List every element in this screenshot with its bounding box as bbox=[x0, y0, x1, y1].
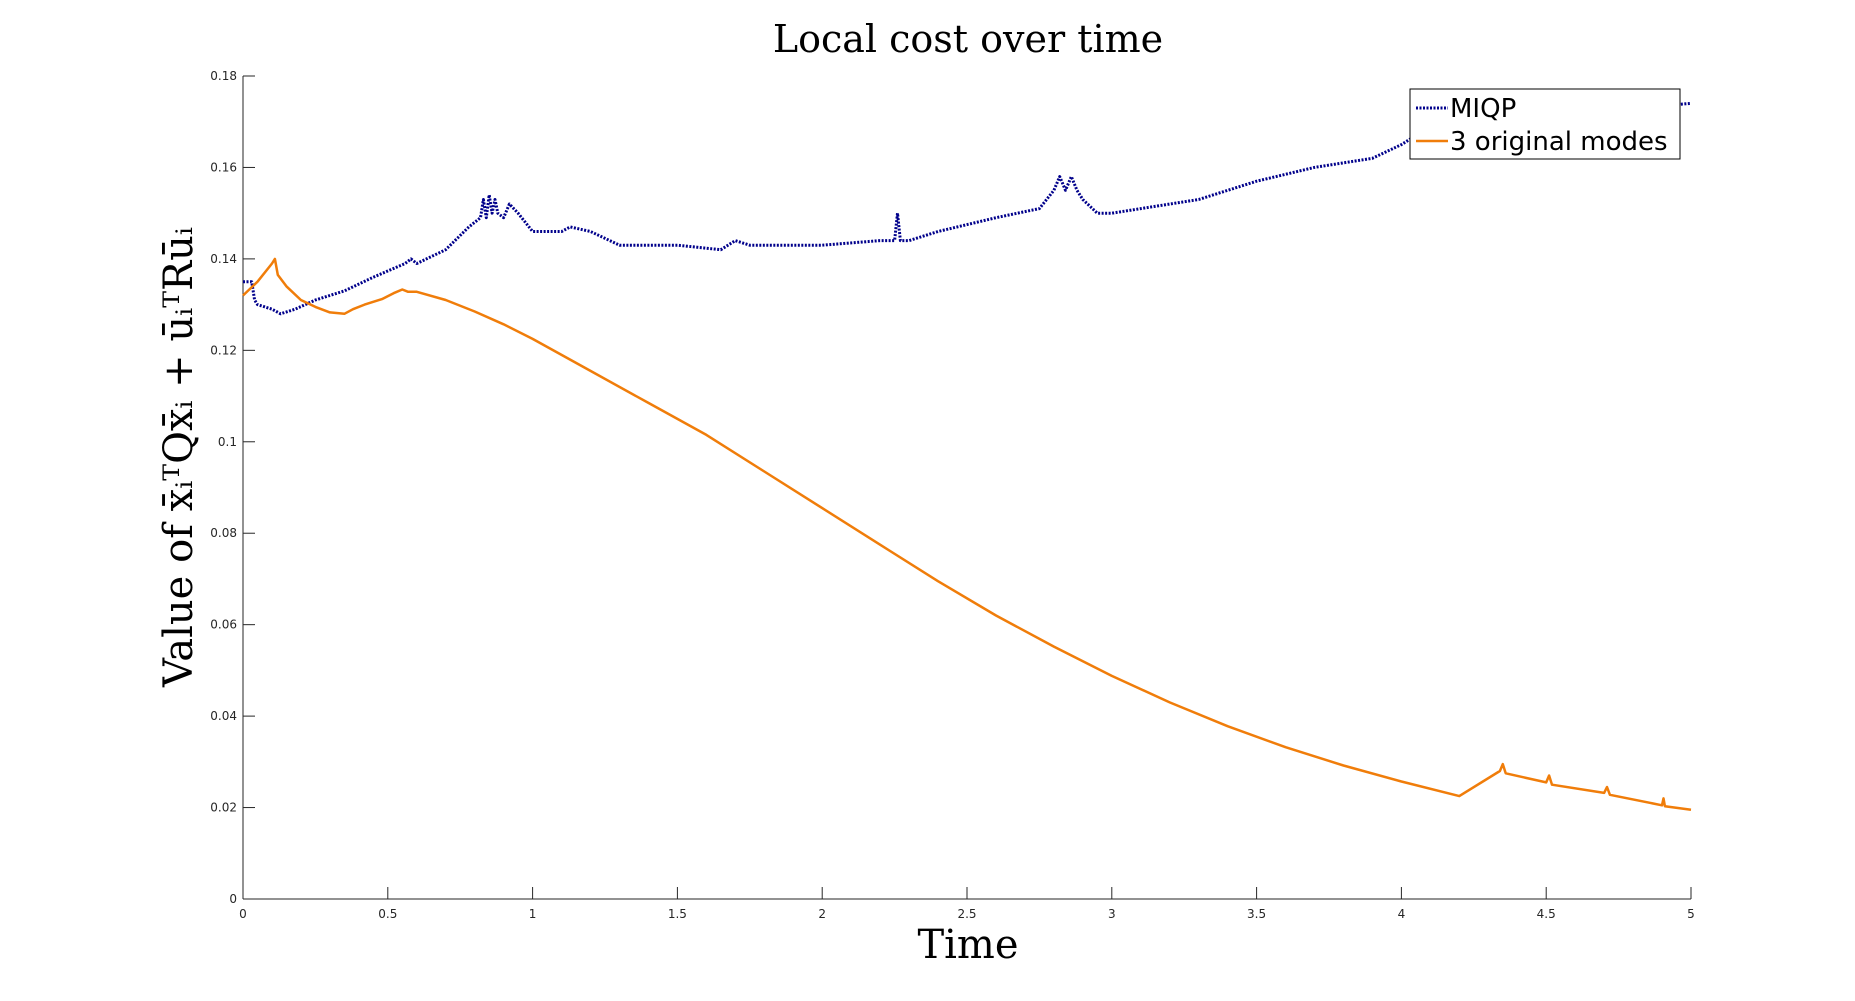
x-tick-label: 3.5 bbox=[1247, 907, 1266, 921]
legend-box bbox=[1409, 88, 1681, 160]
x-tick-label: 1.5 bbox=[668, 907, 687, 921]
legend-label-miqp: MIQP bbox=[1450, 94, 1516, 124]
series-line-miqp bbox=[243, 101, 1692, 316]
x-tick-label: 2.5 bbox=[957, 907, 976, 921]
y-tick-label: 0.18 bbox=[210, 69, 237, 83]
x-tick-label: 1 bbox=[529, 907, 537, 921]
x-tick-label: 3 bbox=[1108, 907, 1116, 921]
y-ticks: 0 0.02 0.04 0.06 0.08 0.1 0.12 0.14 0.16 0.18 bbox=[210, 69, 255, 906]
y-tick-label: 0 bbox=[229, 892, 237, 906]
series-line-original-modes bbox=[242, 257, 1692, 812]
y-axis-label: Value of x̄ᵢᵀQx̄ᵢ + ūᵢᵀRūᵢ bbox=[156, 227, 202, 688]
x-tick-label: 4 bbox=[1398, 907, 1406, 921]
y-tick-label: 0.12 bbox=[210, 343, 237, 357]
series-layer bbox=[242, 101, 1692, 812]
x-ticks: 0 0.5 1 1.5 2 2.5 3 3.5 4 4.5 5 bbox=[239, 887, 1695, 921]
y-tick-label: 0.08 bbox=[210, 526, 237, 540]
y-tick-label: 0.06 bbox=[210, 618, 237, 632]
x-tick-label: 2 bbox=[818, 907, 826, 921]
x-tick-label: 4.5 bbox=[1537, 907, 1556, 921]
y-tick-label: 0.1 bbox=[218, 435, 237, 449]
y-tick-label: 0.04 bbox=[210, 709, 237, 723]
x-tick-label: 5 bbox=[1687, 907, 1695, 921]
legend-label-original-modes: 3 original modes bbox=[1450, 127, 1668, 157]
legend: MIQP 3 original modes bbox=[1409, 88, 1681, 160]
x-tick-label: 0.5 bbox=[378, 907, 397, 921]
x-axis-label: Time bbox=[917, 922, 1018, 968]
y-tick-label: 0.02 bbox=[210, 801, 237, 815]
x-tick-label: 0 bbox=[239, 907, 247, 921]
chart-title: Local cost over time bbox=[773, 17, 1163, 61]
axes: 0 0.5 1 1.5 2 2.5 3 3.5 4 4.5 5 00.020.040.060.080… bbox=[210, 69, 1695, 921]
y-tick-label: 0.16 bbox=[210, 160, 237, 174]
y-tick-label: 0.14 bbox=[210, 252, 237, 266]
